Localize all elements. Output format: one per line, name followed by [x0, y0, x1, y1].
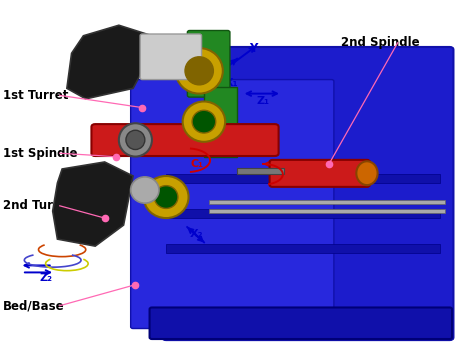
FancyBboxPatch shape	[162, 47, 454, 340]
Ellipse shape	[185, 57, 213, 85]
Bar	[209, 209, 445, 213]
Text: 1st Spindle: 1st Spindle	[3, 147, 78, 160]
Text: Y: Y	[249, 42, 258, 55]
Ellipse shape	[356, 161, 378, 185]
Polygon shape	[53, 162, 133, 246]
Text: Z₁: Z₁	[256, 96, 270, 106]
Text: 1st Turret: 1st Turret	[3, 89, 68, 102]
FancyBboxPatch shape	[91, 124, 279, 156]
Ellipse shape	[182, 101, 225, 142]
Bar	[204, 87, 237, 157]
FancyBboxPatch shape	[150, 308, 452, 339]
Polygon shape	[67, 25, 152, 99]
Bar	[166, 209, 440, 218]
Text: Z₂: Z₂	[39, 273, 52, 283]
Ellipse shape	[131, 177, 159, 203]
Bar	[166, 174, 440, 183]
Text: X₂: X₂	[190, 229, 203, 239]
Text: 2nd Spindle: 2nd Spindle	[341, 36, 419, 49]
Ellipse shape	[175, 48, 223, 94]
Text: C₁: C₁	[191, 159, 203, 169]
FancyBboxPatch shape	[270, 160, 370, 187]
Bar	[237, 168, 284, 174]
Text: 2nd Turret: 2nd Turret	[3, 199, 73, 212]
Bar	[209, 200, 445, 204]
Ellipse shape	[155, 186, 178, 208]
Ellipse shape	[126, 130, 145, 150]
FancyBboxPatch shape	[187, 31, 230, 97]
Bar	[166, 244, 440, 253]
Text: Bed/Base: Bed/Base	[3, 299, 64, 312]
Ellipse shape	[192, 110, 216, 133]
Text: X₁: X₁	[225, 78, 238, 88]
FancyBboxPatch shape	[140, 34, 201, 80]
FancyBboxPatch shape	[131, 80, 334, 328]
Ellipse shape	[144, 176, 189, 218]
Ellipse shape	[119, 123, 152, 157]
Text: C₂: C₂	[237, 173, 251, 183]
